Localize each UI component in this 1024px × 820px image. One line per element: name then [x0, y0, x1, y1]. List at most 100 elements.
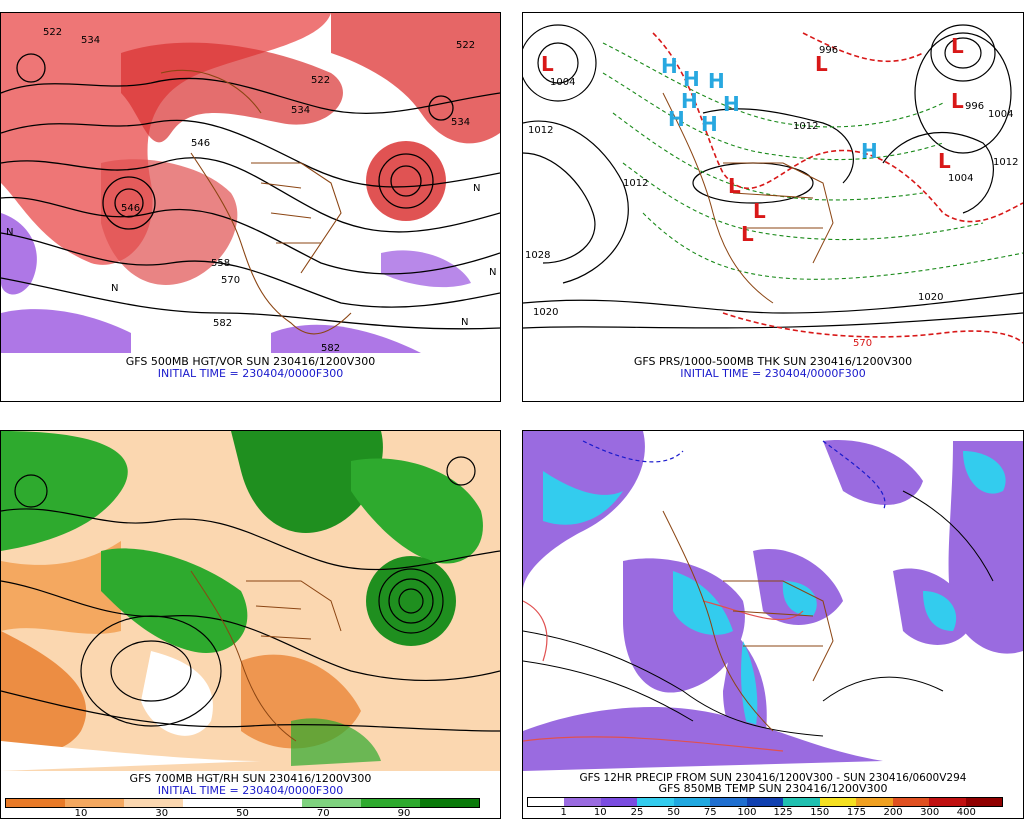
- svg-text:522: 522: [311, 75, 330, 86]
- colorbar-tick: 300: [920, 807, 940, 818]
- colorbar-swatch: [929, 798, 966, 806]
- svg-text:H: H: [681, 89, 698, 113]
- svg-text:H: H: [683, 67, 700, 91]
- svg-text:L: L: [541, 52, 554, 76]
- svg-text:534: 534: [451, 117, 470, 128]
- colorbar-tick: 175: [846, 807, 866, 818]
- panel-700mb-hgt-rh: GFS 700MB HGT/RH SUN 230416/1200V300 INI…: [0, 430, 501, 819]
- colorbar-tick: 50: [236, 808, 249, 819]
- initial-time: INITIAL TIME = 230404/0000F300: [157, 367, 344, 380]
- precip-map: [523, 431, 1023, 771]
- colorbar-swatch: [710, 798, 747, 806]
- vorticity-map: 522 534 546 558 570 582 522 534 546 534 …: [1, 13, 500, 353]
- svg-text:N: N: [461, 317, 468, 328]
- colorbar-swatch: [856, 798, 893, 806]
- colorbar-tick: 50: [667, 807, 680, 818]
- svg-text:L: L: [728, 174, 741, 198]
- panel-pressure-thickness: L L L L L L L L H H H H H H H H 1004 101…: [522, 12, 1024, 402]
- colorbar-tick: 25: [630, 807, 644, 818]
- svg-text:1012: 1012: [528, 125, 553, 136]
- svg-text:1004: 1004: [550, 77, 575, 88]
- colorbar-swatch: [637, 798, 674, 806]
- colorbar-swatch: [242, 799, 302, 807]
- svg-text:570: 570: [221, 275, 240, 286]
- colorbar-tick: 200: [883, 807, 903, 818]
- svg-text:582: 582: [213, 318, 232, 329]
- precip-colorbar: [527, 797, 1003, 807]
- colorbar-swatch: [183, 799, 243, 807]
- initial-time: INITIAL TIME = 230404/0000F300: [157, 784, 344, 797]
- svg-text:1020: 1020: [533, 307, 558, 318]
- colorbar-tick: 10: [74, 808, 88, 819]
- svg-text:H: H: [661, 54, 678, 78]
- svg-text:N: N: [473, 183, 480, 194]
- svg-text:1004: 1004: [988, 109, 1013, 120]
- colorbar-swatch: [819, 798, 857, 806]
- colorbar-swatch: [564, 798, 601, 806]
- svg-text:558: 558: [211, 258, 230, 269]
- colorbar-swatch: [124, 799, 184, 807]
- svg-text:1012: 1012: [623, 178, 648, 189]
- svg-text:996: 996: [819, 45, 838, 56]
- svg-text:534: 534: [81, 35, 100, 46]
- panel-title-precip: GFS 12HR PRECIP FROM SUN 230416/1200V300…: [579, 772, 967, 784]
- svg-text:H: H: [701, 112, 718, 136]
- panel-title: GFS 700MB HGT/RH SUN 230416/1200V300: [129, 772, 372, 785]
- colorbar-swatch: [419, 799, 479, 807]
- colorbar-swatch: [528, 798, 565, 806]
- svg-text:534: 534: [291, 105, 310, 116]
- colorbar-tick: 70: [316, 808, 330, 819]
- panel-title: GFS PRS/1000-500MB THK SUN 230416/1200V3…: [633, 355, 913, 368]
- svg-text:H: H: [723, 92, 740, 116]
- panel-title: GFS 500MB HGT/VOR SUN 230416/1200V300: [125, 355, 376, 368]
- svg-text:570: 570: [853, 338, 872, 349]
- colorbar-swatch: [360, 799, 420, 807]
- colorbar-swatch: [6, 799, 66, 807]
- rh-colorbar: [5, 798, 480, 808]
- svg-text:582: 582: [321, 343, 340, 353]
- colorbar-tick: 400: [956, 807, 976, 818]
- pressure-map: L L L L L L L L H H H H H H H H 1004 101…: [523, 13, 1023, 353]
- initial-time: INITIAL TIME = 230404/0000F300: [680, 367, 866, 380]
- colorbar-swatch: [301, 799, 361, 807]
- svg-text:1012: 1012: [793, 121, 818, 132]
- colorbar-tick: 90: [397, 808, 411, 819]
- colorbar-tick: 30: [155, 808, 169, 819]
- svg-text:522: 522: [456, 40, 475, 51]
- rh-colorbar-ticks: 10 30 50 70 90: [5, 808, 480, 820]
- precip-colorbar-ticks: 1 10 25 50 75 100 125 150 175 200 300 400: [527, 807, 1003, 819]
- svg-text:L: L: [741, 222, 754, 246]
- svg-text:N: N: [489, 267, 496, 278]
- colorbar-tick: 1: [560, 807, 567, 818]
- svg-text:L: L: [753, 199, 766, 223]
- colorbar-swatch: [600, 798, 638, 806]
- svg-text:1028: 1028: [525, 250, 550, 261]
- svg-text:1012: 1012: [993, 157, 1018, 168]
- svg-text:L: L: [815, 52, 828, 76]
- svg-text:L: L: [951, 89, 964, 113]
- colorbar-tick: 150: [810, 807, 830, 818]
- svg-text:996: 996: [965, 101, 984, 112]
- colorbar-swatch: [65, 799, 125, 807]
- colorbar-swatch: [783, 798, 820, 806]
- colorbar-tick: 10: [593, 807, 607, 818]
- svg-text:1004: 1004: [948, 173, 973, 184]
- colorbar-tick: 100: [737, 807, 757, 818]
- svg-text:N: N: [111, 283, 118, 294]
- svg-text:546: 546: [121, 203, 140, 214]
- panel-500mb-hgt-vor: 522 534 546 558 570 582 522 534 546 534 …: [0, 12, 501, 402]
- svg-text:L: L: [938, 149, 951, 173]
- panel-precip-850temp: GFS 12HR PRECIP FROM SUN 230416/1200V300…: [522, 430, 1024, 819]
- colorbar-swatch: [673, 798, 711, 806]
- colorbar-swatch: [746, 798, 784, 806]
- svg-text:1020: 1020: [918, 292, 943, 303]
- colorbar-tick: 125: [773, 807, 793, 818]
- colorbar-swatch: [892, 798, 930, 806]
- svg-text:H: H: [708, 69, 725, 93]
- svg-text:N: N: [6, 227, 13, 238]
- panel-title-temp: GFS 850MB TEMP SUN 230416/1200V300: [658, 782, 888, 795]
- svg-text:H: H: [861, 139, 878, 163]
- colorbar-swatch: [965, 798, 1003, 806]
- svg-text:L: L: [951, 34, 964, 58]
- humidity-map: [1, 431, 500, 771]
